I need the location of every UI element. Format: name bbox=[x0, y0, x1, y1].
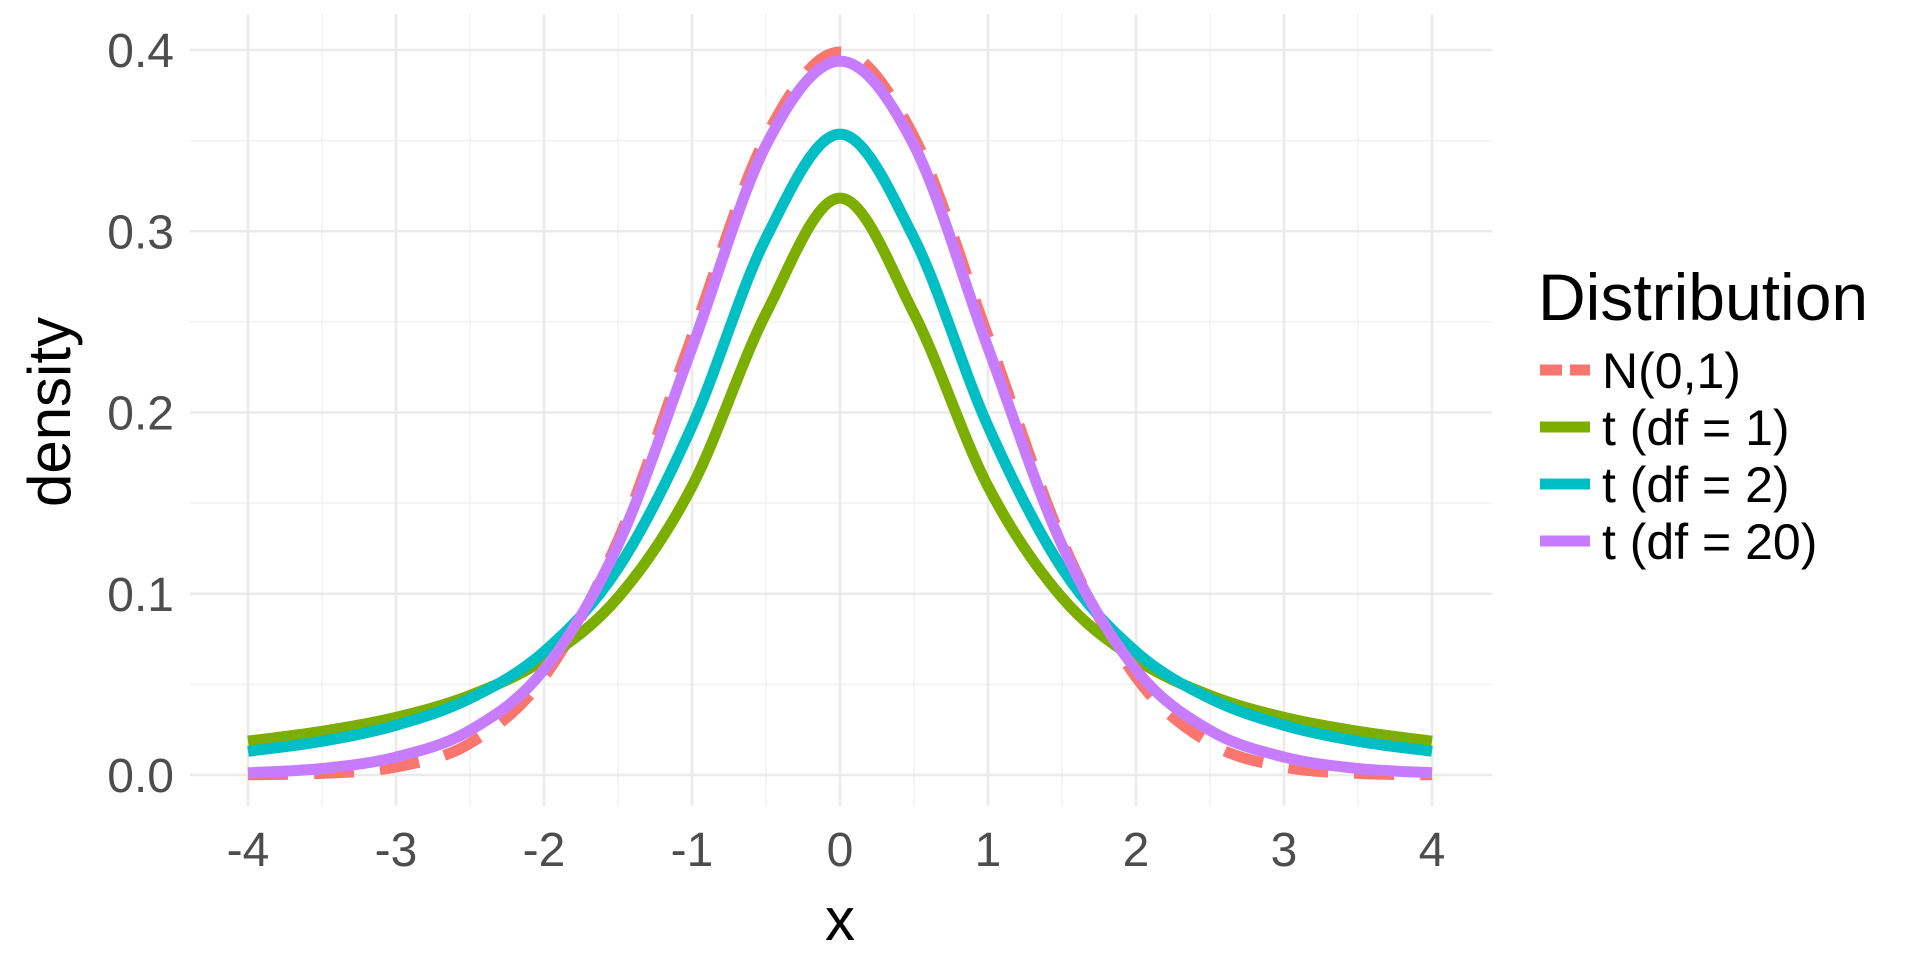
x-tick-label: -2 bbox=[523, 824, 566, 877]
x-tick-label: 0 bbox=[827, 824, 854, 877]
y-tick-label: 0.0 bbox=[107, 750, 174, 803]
x-tick-label: -3 bbox=[375, 824, 418, 877]
legend: Distribution N(0,1)t (df = 1)t (df = 2)t… bbox=[1538, 260, 1868, 570]
y-tick-label: 0.2 bbox=[107, 388, 174, 441]
legend-title: Distribution bbox=[1538, 260, 1868, 334]
x-tick-label: 3 bbox=[1271, 824, 1298, 877]
x-tick-label: 4 bbox=[1419, 824, 1446, 877]
series-lines bbox=[247, 46, 1433, 781]
y-tick-label: 0.4 bbox=[107, 25, 174, 78]
y-axis-title: density bbox=[16, 317, 83, 507]
x-tick-label: 2 bbox=[1123, 824, 1150, 877]
series-line-4 bbox=[247, 55, 1433, 779]
x-axis-title: x bbox=[825, 886, 855, 953]
y-tick-label: 0.3 bbox=[107, 206, 174, 259]
series-line-1 bbox=[247, 46, 1433, 781]
legend-label: t (df = 1) bbox=[1602, 400, 1790, 456]
x-axis-ticks: -4 -3 -2 -1 0 1 2 3 4 bbox=[227, 824, 1446, 877]
x-tick-label: -4 bbox=[227, 824, 270, 877]
legend-label: N(0,1) bbox=[1602, 343, 1741, 399]
y-tick-label: 0.1 bbox=[107, 569, 174, 622]
x-tick-label: 1 bbox=[975, 824, 1002, 877]
x-tick-label: -1 bbox=[671, 824, 714, 877]
series-line-3 bbox=[247, 128, 1433, 757]
legend-label: t (df = 20) bbox=[1602, 514, 1817, 570]
y-axis-ticks: 0.0 0.1 0.2 0.3 0.4 bbox=[107, 25, 174, 803]
grid bbox=[190, 14, 1492, 806]
legend-label: t (df = 2) bbox=[1602, 457, 1790, 513]
